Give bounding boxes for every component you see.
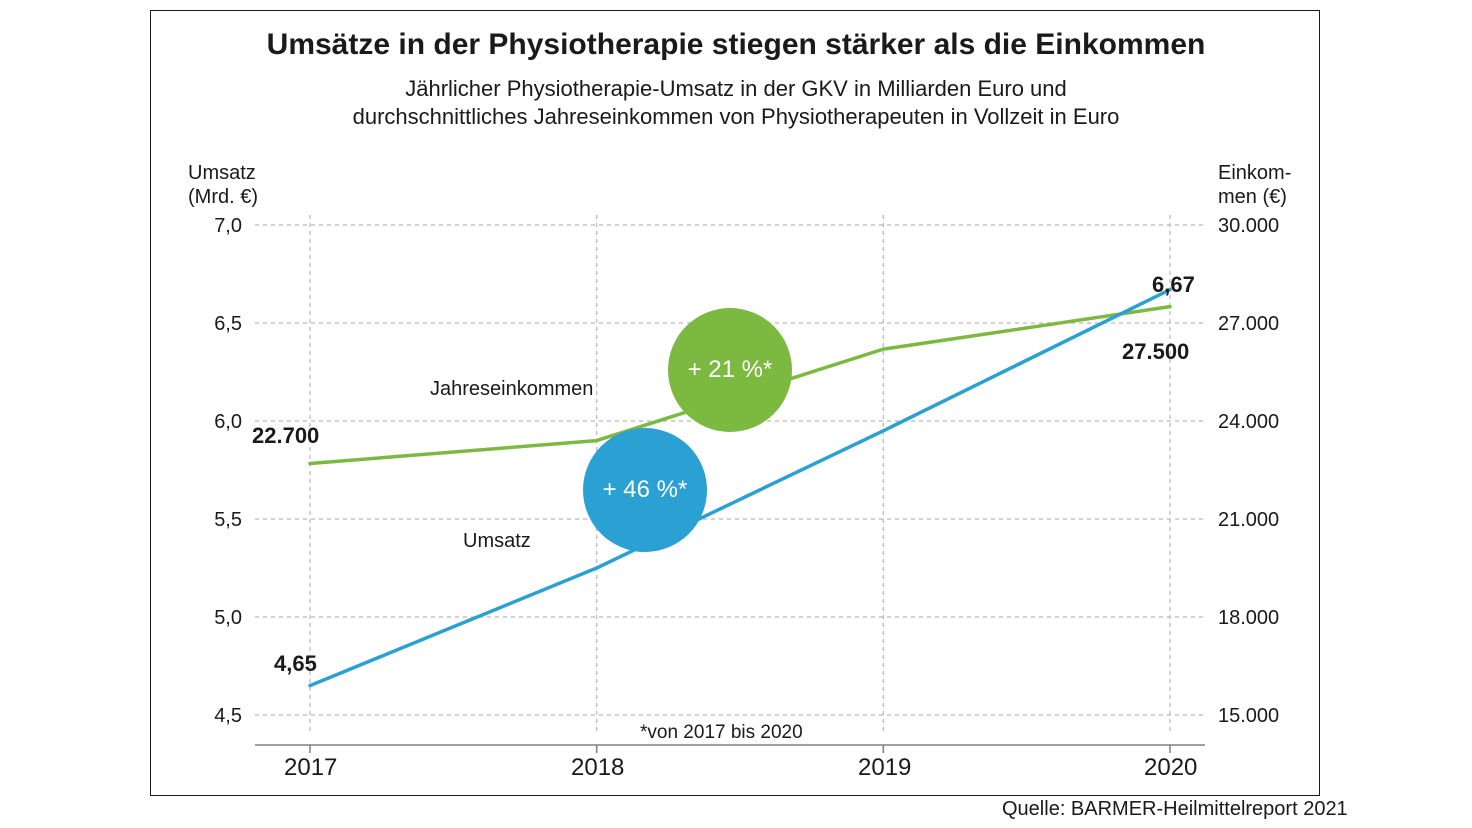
x-tick: 2020 [1144,754,1197,782]
y-left-tick: 6,0 [200,411,242,434]
umsatz-end-value: 6,67 [1152,272,1195,298]
series-label-einkommen: Jahreseinkommen [430,378,593,401]
x-tick: 2019 [858,754,911,782]
y-right-tick: 24.000 [1218,411,1279,434]
y-right-tick: 30.000 [1218,215,1279,238]
footnote: *von 2017 bis 2020 [640,722,803,744]
y-right-tick: 21.000 [1218,509,1279,532]
y-left-title-1: Umsatz [188,162,256,185]
einkommen-badge: + 21 %* [668,308,792,432]
umsatz-start-value: 4,65 [274,651,317,677]
y-left-tick: 6,5 [200,313,242,336]
y-left-tick: 4,5 [200,705,242,728]
einkommen-end-value: 27.500 [1122,339,1189,365]
y-right-title-1: Einkom- [1218,162,1291,185]
y-right-title-2: men (€) [1218,186,1287,209]
series-label-umsatz: Umsatz [463,530,531,553]
x-tick: 2017 [284,754,337,782]
y-right-tick: 18.000 [1218,607,1279,630]
einkommen-start-value: 22.700 [252,423,319,449]
x-tick: 2018 [571,754,624,782]
y-left-tick: 5,5 [200,509,242,532]
y-left-title-2: (Mrd. €) [188,186,258,209]
einkommen-badge-text: + 21 %* [688,356,773,384]
y-left-tick: 7,0 [200,215,242,238]
umsatz-badge-text: + 46 %* [603,476,688,504]
y-right-tick: 15.000 [1218,705,1279,728]
umsatz-badge: + 46 %* [583,428,707,552]
source-text: Quelle: BARMER-Heilmittelreport 2021 [1002,798,1348,821]
y-left-tick: 5,0 [200,607,242,630]
y-right-tick: 27.000 [1218,313,1279,336]
